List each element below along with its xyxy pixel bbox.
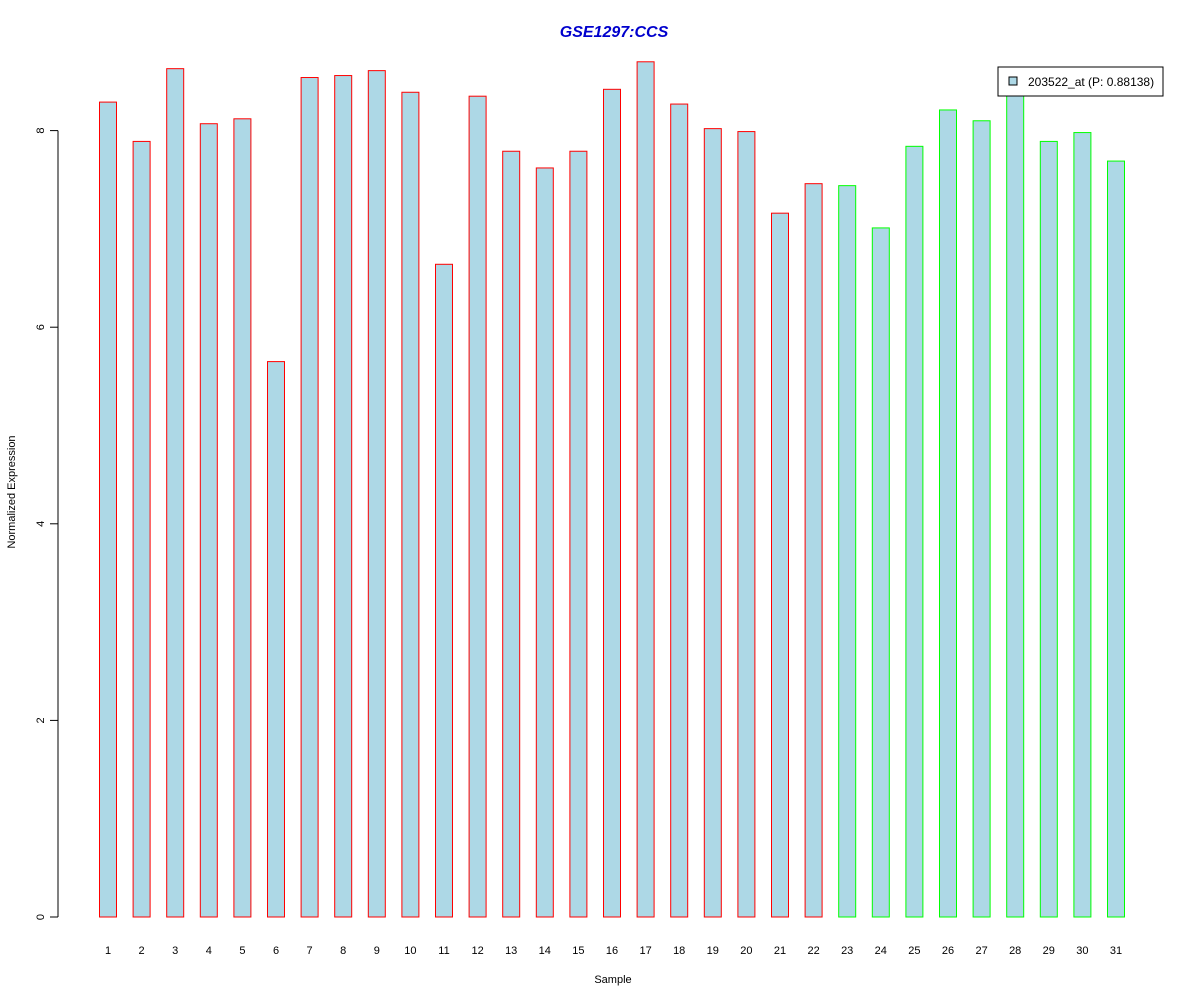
x-tick-label: 20 bbox=[740, 945, 752, 957]
bar bbox=[300, 77, 319, 918]
bar bbox=[569, 150, 588, 918]
legend-label: 203522_at (P: 0.88138) bbox=[1028, 75, 1154, 89]
x-tick-label: 30 bbox=[1076, 945, 1088, 957]
bar bbox=[401, 91, 420, 918]
x-axis-label: Sample bbox=[594, 974, 631, 986]
x-tick-label: 17 bbox=[639, 945, 651, 957]
x-tick-label: 28 bbox=[1009, 945, 1021, 957]
bar bbox=[1039, 140, 1058, 918]
x-tick-label: 11 bbox=[438, 945, 449, 957]
bar bbox=[939, 109, 957, 918]
chart-title: GSE1297:CCS bbox=[560, 24, 669, 41]
x-tick-label: 14 bbox=[539, 945, 551, 957]
legend-swatch bbox=[1008, 76, 1018, 86]
x-tick-label: 22 bbox=[807, 945, 819, 957]
bar bbox=[334, 75, 353, 918]
y-tick-label: 4 bbox=[35, 521, 47, 527]
y-tick-label: 8 bbox=[35, 128, 47, 134]
bar bbox=[267, 361, 285, 918]
x-tick-label: 25 bbox=[908, 945, 920, 957]
x-tick-label: 18 bbox=[673, 945, 685, 957]
bar bbox=[132, 140, 151, 918]
x-tick-label: 6 bbox=[273, 945, 279, 957]
x-tick-label: 16 bbox=[606, 945, 618, 957]
bar bbox=[1073, 132, 1092, 918]
bar bbox=[1107, 160, 1125, 918]
x-tick-label: 9 bbox=[374, 945, 380, 957]
bar bbox=[367, 70, 386, 918]
x-tick-label: 31 bbox=[1110, 945, 1122, 957]
y-tick-label: 6 bbox=[35, 324, 47, 330]
bar bbox=[435, 263, 453, 918]
x-tick-label: 5 bbox=[239, 945, 245, 957]
bar bbox=[535, 167, 554, 918]
y-axis: 0 2 4 6 8 bbox=[35, 128, 59, 920]
bar bbox=[502, 150, 521, 918]
x-tick-labels: 1 2 3 4 5 6 7 8 9 10 11 12 13 14 15 16 17 18 19 20 21 22 23 24 2… bbox=[105, 945, 1122, 957]
legend: 203522_at (P: 0.88138) bbox=[997, 66, 1164, 97]
bar bbox=[972, 120, 991, 918]
bar bbox=[703, 128, 722, 918]
y-tick-label: 0 bbox=[35, 914, 47, 920]
x-tick-label: 23 bbox=[841, 945, 853, 957]
bar bbox=[199, 123, 218, 918]
x-tick-label: 24 bbox=[875, 945, 887, 957]
bars bbox=[99, 61, 1125, 918]
bar bbox=[771, 212, 789, 918]
x-tick-label: 15 bbox=[572, 945, 584, 957]
x-tick-label: 19 bbox=[707, 945, 719, 957]
bar bbox=[603, 88, 621, 918]
bar bbox=[804, 183, 823, 918]
x-tick-label: 2 bbox=[139, 945, 145, 957]
bar bbox=[99, 101, 117, 918]
x-tick-label: 12 bbox=[471, 945, 483, 957]
bar bbox=[166, 68, 185, 918]
bar bbox=[670, 103, 689, 918]
y-axis-label: Normalized Expression bbox=[6, 435, 18, 548]
x-tick-label: 29 bbox=[1043, 945, 1055, 957]
x-tick-label: 1 bbox=[105, 945, 111, 957]
bar bbox=[233, 118, 252, 918]
bar bbox=[468, 95, 487, 918]
x-tick-label: 13 bbox=[505, 945, 517, 957]
x-tick-label: 8 bbox=[340, 945, 346, 957]
x-tick-label: 27 bbox=[975, 945, 987, 957]
legend-box bbox=[997, 66, 1164, 97]
x-tick-label: 4 bbox=[206, 945, 212, 957]
bar bbox=[636, 61, 655, 918]
bar bbox=[905, 145, 924, 918]
x-tick-label: 10 bbox=[404, 945, 416, 957]
bar bbox=[737, 131, 756, 918]
x-tick-label: 7 bbox=[307, 945, 313, 957]
y-tick-label: 2 bbox=[35, 717, 47, 723]
bar bbox=[871, 227, 890, 918]
bar bbox=[838, 185, 857, 918]
x-tick-label: 3 bbox=[172, 945, 178, 957]
x-tick-label: 21 bbox=[774, 945, 786, 957]
bar bbox=[1006, 90, 1025, 918]
x-tick-label: 26 bbox=[942, 945, 954, 957]
